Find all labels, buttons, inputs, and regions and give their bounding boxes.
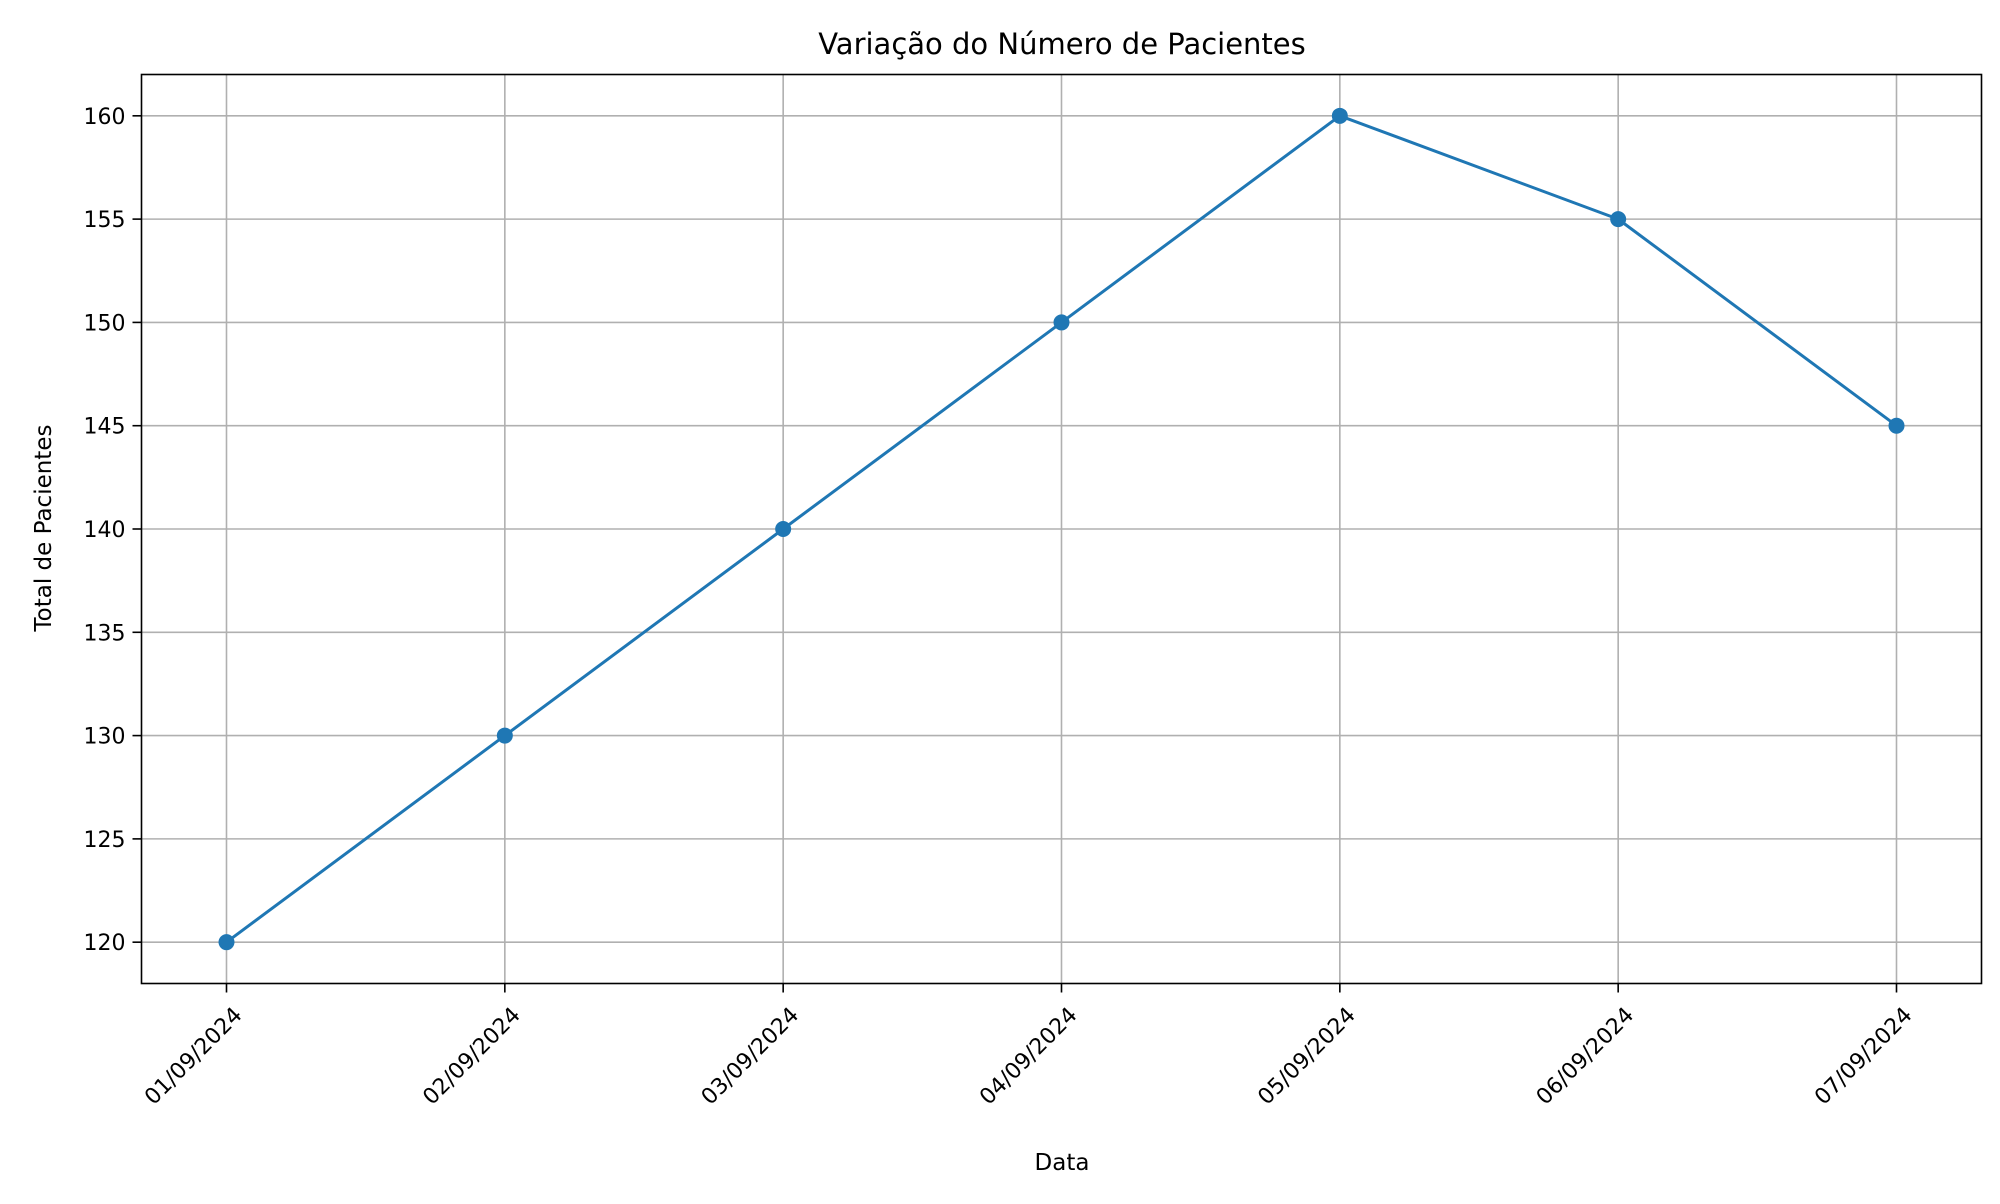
x-tick-label: 03/09/2024 [697, 1003, 804, 1110]
x-tick-label: 05/09/2024 [1253, 1003, 1360, 1110]
data-point [1610, 211, 1627, 228]
data-point [496, 727, 513, 744]
data-point [775, 521, 792, 537]
x-axis-label: Data [1035, 1150, 1090, 1176]
y-tick-label: 160 [84, 105, 126, 130]
data-point [218, 934, 235, 951]
chart-title: Variação do Número de Pacientes [818, 27, 1306, 61]
y-tick-label: 155 [84, 208, 126, 233]
series-layer [218, 107, 1905, 951]
x-axis: 01/09/2024 02/09/2024 03/09/2024 04/09/2024… [140, 983, 1917, 1110]
x-tick-label: 02/09/2024 [418, 1003, 525, 1110]
y-tick-label: 125 [84, 828, 126, 853]
data-point [1331, 107, 1348, 124]
y-axis-label: Total de Pacientes [31, 425, 57, 633]
y-tick-label: 120 [84, 931, 126, 956]
y-tick-label: 145 [84, 415, 126, 440]
x-tick-label: 04/09/2024 [975, 1003, 1082, 1110]
data-point [1888, 417, 1905, 434]
y-tick-label: 140 [84, 518, 126, 543]
y-axis: 120 125 130 135 140 145 150 155 160 [84, 105, 142, 956]
x-tick-label: 06/09/2024 [1532, 1003, 1639, 1110]
grid-lines [141, 74, 1982, 984]
x-tick-label: 01/09/2024 [140, 1003, 247, 1110]
y-tick-label: 135 [84, 621, 126, 646]
x-tick-label: 07/09/2024 [1810, 1003, 1917, 1110]
y-tick-label: 130 [84, 725, 126, 750]
data-point [1053, 314, 1070, 331]
y-tick-label: 150 [84, 311, 126, 336]
